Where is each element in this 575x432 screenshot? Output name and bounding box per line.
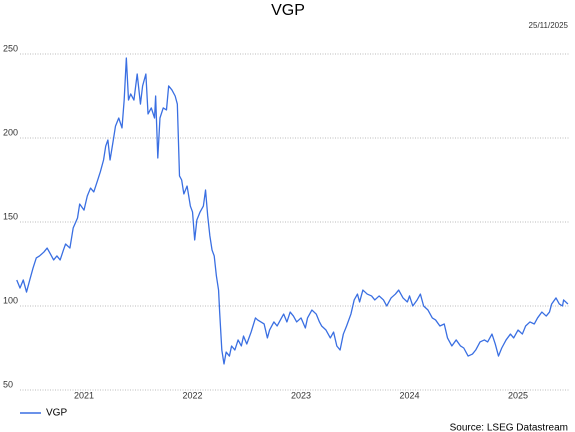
y-tick-label: 250 [3, 43, 18, 53]
chart-title: VGP [271, 2, 305, 19]
y-tick-label: 100 [3, 295, 18, 305]
y-tick-label: 50 [3, 379, 13, 389]
y-tick-label: 150 [3, 211, 18, 221]
legend-label: VGP [46, 408, 67, 419]
x-tick-label: 2021 [74, 390, 94, 400]
line [16, 57, 569, 365]
source: Source: LSEG Datastream [450, 423, 568, 432]
x-tick-label: 2025 [508, 390, 528, 400]
x-tick-label: 2022 [183, 390, 203, 400]
date: 25/11/2025 [529, 21, 569, 30]
y-tick-label: 200 [3, 127, 18, 137]
x-tick-label: 2023 [291, 390, 311, 400]
x-tick-label: 2024 [400, 390, 420, 400]
